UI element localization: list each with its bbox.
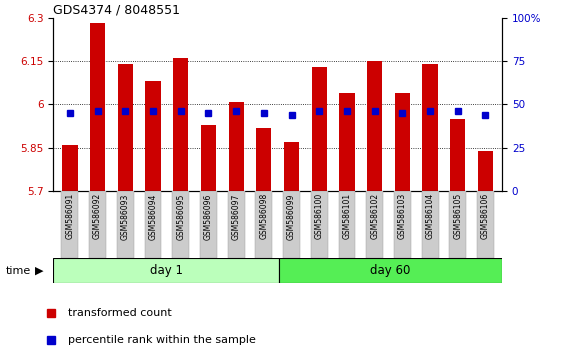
Text: GSM586105: GSM586105 [453,193,462,239]
Bar [200,191,217,258]
Text: GSM586102: GSM586102 [370,193,379,239]
Text: GSM586104: GSM586104 [426,193,435,239]
Bar [201,125,216,191]
Text: day 60: day 60 [370,264,411,277]
Text: GSM586096: GSM586096 [204,193,213,240]
Bar [228,191,245,258]
Text: GSM586103: GSM586103 [398,193,407,239]
Text: ▶: ▶ [35,266,44,276]
Bar [367,61,382,191]
Bar [338,191,356,258]
Bar [62,145,77,191]
Bar [284,142,299,191]
Bar [449,191,466,258]
Text: day 1: day 1 [150,264,183,277]
Text: percentile rank within the sample: percentile rank within the sample [68,335,256,345]
Bar [422,64,438,191]
Bar [283,191,300,258]
Bar [89,191,106,258]
Bar [279,258,502,283]
Bar [422,191,439,258]
Bar [478,151,493,191]
Bar [228,102,244,191]
Text: GDS4374 / 8048551: GDS4374 / 8048551 [53,4,180,17]
Bar [339,93,355,191]
Text: GSM586095: GSM586095 [176,193,185,240]
Bar [394,191,411,258]
Text: time: time [6,266,31,276]
Text: GSM586101: GSM586101 [342,193,351,239]
Text: GSM586091: GSM586091 [66,193,75,239]
Bar [255,191,272,258]
Bar [117,191,134,258]
Bar [311,67,327,191]
Text: GSM586100: GSM586100 [315,193,324,239]
Bar [145,191,162,258]
Bar [477,191,494,258]
Bar [145,81,160,191]
Bar [450,119,466,191]
Text: GSM586106: GSM586106 [481,193,490,239]
Bar [173,58,188,191]
Bar [311,191,328,258]
Bar [62,191,79,258]
Bar [395,93,410,191]
Text: GSM586099: GSM586099 [287,193,296,240]
Bar [118,64,133,191]
Text: GSM586097: GSM586097 [232,193,241,240]
Text: GSM586092: GSM586092 [93,193,102,239]
Text: GSM586093: GSM586093 [121,193,130,240]
Text: GSM586098: GSM586098 [259,193,268,239]
Bar [366,191,383,258]
Text: GSM586094: GSM586094 [149,193,158,240]
Bar [256,127,272,191]
Text: transformed count: transformed count [68,308,172,318]
Bar [90,23,105,191]
Bar [172,191,189,258]
Bar [53,258,279,283]
